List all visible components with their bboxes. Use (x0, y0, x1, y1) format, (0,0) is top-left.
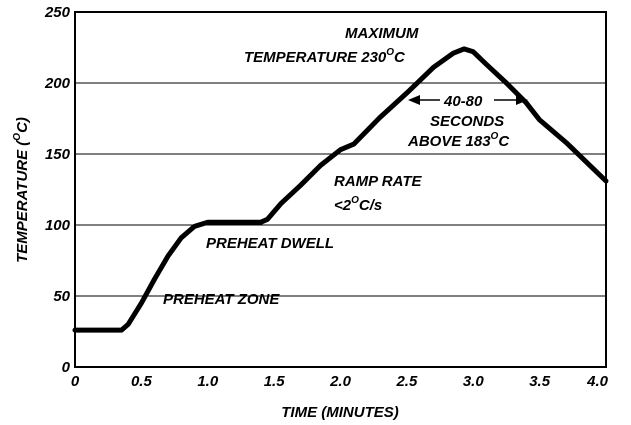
annotation-window-seconds: SECONDS (430, 113, 504, 130)
y-tick-labels: 0 50 100 150 200 250 (44, 4, 71, 376)
x-tick-labels: 0 0.5 1.0 1.5 2.0 2.5 3.0 3.5 4.0 (71, 373, 609, 390)
window-arrow-left-head (408, 95, 420, 105)
y-tick-label: 50 (53, 288, 70, 305)
y-axis-title: TEMPERATURE (OC) (12, 117, 31, 263)
x-tick-label: 1.5 (264, 373, 286, 390)
x-tick-label: 0 (71, 373, 80, 390)
y-tick-label: 100 (45, 217, 71, 234)
x-tick-label: 2.0 (329, 373, 352, 390)
y-tick-label: 250 (44, 4, 71, 21)
annotation-preheat-zone: PREHEAT ZONE (163, 291, 280, 308)
y-tick-label: 150 (45, 146, 71, 163)
annotation-ramp-rate: RAMP RATE (334, 173, 422, 190)
y-tick-label: 200 (44, 75, 71, 92)
y-tick-label: 0 (62, 359, 71, 376)
window-arrow-right-head (516, 95, 528, 105)
plot-frame (74, 11, 607, 368)
annotation-window-duration: 40-80 (443, 93, 483, 110)
annotation-window-above: ABOVE 183OC (407, 131, 510, 150)
x-axis-title: TIME (MINUTES) (281, 404, 399, 421)
grid-lines (75, 82, 606, 297)
x-tick-label: 1.0 (197, 373, 219, 390)
annotation-maximum: MAXIMUM (345, 25, 419, 42)
x-tick-label: 4.0 (586, 373, 609, 390)
annotation-max-temperature: TEMPERATURE 230OC (244, 47, 406, 66)
annotation-preheat-dwell: PREHEAT DWELL (206, 235, 334, 252)
x-tick-label: 0.5 (131, 373, 153, 390)
annotation-ramp-value: <2OC/s (334, 195, 382, 214)
temperature-profile-line (72, 46, 609, 333)
x-tick-label: 3.0 (463, 373, 485, 390)
x-tick-label: 2.5 (395, 373, 418, 390)
x-tick-label: 3.5 (529, 373, 551, 390)
